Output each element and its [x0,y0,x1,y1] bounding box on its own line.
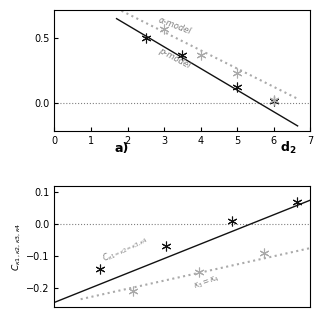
Text: $\kappa_3=\kappa_4$: $\kappa_3=\kappa_4$ [192,272,221,292]
Text: $C_{\kappa1=\kappa2=\kappa3,\kappa4}$: $C_{\kappa1=\kappa2=\kappa3,\kappa4}$ [100,232,150,265]
Y-axis label: $C_{\kappa1,\kappa2,\kappa3,\kappa4}$: $C_{\kappa1,\kappa2,\kappa3,\kappa4}$ [11,222,23,271]
Text: $\mathbf{d_2}$: $\mathbf{d_2}$ [280,140,296,156]
Text: α-model: α-model [157,15,192,36]
Text: a): a) [115,142,129,155]
Text: p-model: p-model [157,46,191,70]
